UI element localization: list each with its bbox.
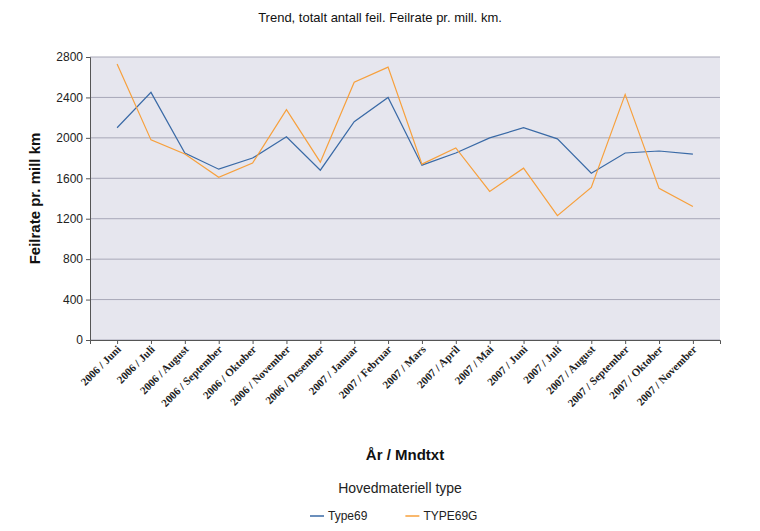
- x-tick-label: 2006 / Desember: [263, 343, 326, 406]
- y-tick-label: 400: [63, 293, 83, 307]
- y-tick-mark: [86, 57, 90, 58]
- y-tick: 400: [63, 293, 90, 307]
- y-tick: 800: [63, 252, 90, 266]
- x-tick-mark: [422, 340, 423, 344]
- y-tick-mark: [86, 138, 90, 139]
- x-tick-mark: [659, 340, 660, 344]
- x-axis-line: [91, 341, 721, 345]
- x-tick: 2007 / November: [634, 340, 699, 408]
- series-line: [117, 64, 693, 216]
- x-tick: 2006 / Desember: [263, 340, 326, 406]
- y-tick-mark: [86, 340, 90, 341]
- y-tick-mark: [86, 219, 90, 220]
- x-tick: 2006 / November: [228, 340, 293, 408]
- y-tick-mark: [86, 178, 90, 179]
- x-tick-label: 2006 / Juni: [78, 343, 123, 388]
- legend-label: TYPE69G: [423, 509, 477, 523]
- legend-swatch: [405, 515, 419, 517]
- x-tick: 2007 / September: [565, 340, 631, 409]
- x-tick-label: 2007 / September: [565, 343, 631, 409]
- x-tick: 2006 / September: [159, 340, 225, 409]
- x-tick: 2007 / April: [414, 340, 461, 390]
- x-tick-mark: [320, 340, 321, 344]
- x-tick-mark: [456, 340, 457, 344]
- x-tick-mark: [185, 340, 186, 344]
- legend-item: Type69: [310, 509, 368, 523]
- x-tick-mark: [117, 340, 118, 344]
- y-tick-mark: [86, 259, 90, 260]
- grid-line: [90, 57, 720, 58]
- x-tick-mark: [253, 340, 254, 344]
- x-tick-mark: [693, 340, 694, 344]
- x-tick-label: 2006 / September: [159, 343, 225, 409]
- grid-line: [90, 259, 720, 260]
- x-tick-mark: [151, 340, 152, 344]
- y-tick-label: 800: [63, 252, 83, 266]
- x-tick-mark: [591, 340, 592, 344]
- y-tick: 1200: [56, 212, 90, 226]
- x-tick-label: 2006 / November: [228, 343, 293, 408]
- x-axis: 2006 / Juni2006 / Juli2006 / August2006 …: [78, 340, 720, 409]
- y-tick-label: 0: [76, 333, 83, 347]
- x-tick-label: 2007 / Juni: [485, 343, 530, 388]
- legend: Type69 TYPE69G: [310, 509, 477, 523]
- legend-title: Hovedmateriell type: [338, 480, 462, 496]
- x-tick-mark: [557, 340, 558, 344]
- y-tick-label: 2400: [56, 91, 83, 105]
- x-tick-mark: [219, 340, 220, 344]
- grid-line: [90, 299, 720, 300]
- x-tick-mark: [625, 340, 626, 344]
- y-axis-title: Feilrate pr. mill km: [26, 133, 43, 265]
- x-tick: 2007 / Juni: [485, 340, 530, 388]
- y-tick: 2400: [56, 91, 90, 105]
- legend-label: Type69: [328, 509, 368, 523]
- y-tick-label: 1600: [56, 172, 83, 186]
- chart-title: Trend, totalt antall feil. Feilrate pr. …: [258, 10, 502, 25]
- legend-item: TYPE69G: [405, 509, 477, 523]
- y-tick: 2800: [56, 50, 90, 64]
- x-tick: 2007 / Februar: [336, 340, 394, 401]
- grid-line: [90, 137, 720, 138]
- y-axis-line: [86, 58, 91, 341]
- x-tick-mark: [388, 340, 389, 344]
- grid-line: [90, 218, 720, 219]
- x-tick: 2006 / Juni: [78, 340, 123, 388]
- x-tick-label: 2007 / Februar: [336, 343, 394, 401]
- chart-container: Trend, totalt antall feil. Feilrate pr. …: [0, 0, 760, 531]
- x-tick-mark: [490, 340, 491, 344]
- series-line: [117, 92, 693, 173]
- y-tick-label: 1200: [56, 212, 83, 226]
- x-axis-title: År / Mndtxt: [366, 446, 444, 463]
- y-tick-label: 2000: [56, 131, 83, 145]
- x-tick-label: 2007 / November: [634, 343, 699, 408]
- grid: [90, 57, 720, 340]
- x-tick-mark: [354, 340, 355, 344]
- lines: [117, 64, 693, 216]
- y-tick: 2000: [56, 131, 90, 145]
- x-tick-mark: [286, 340, 287, 344]
- x-tick-label: 2007 / April: [414, 343, 461, 390]
- y-tick-mark: [86, 300, 90, 301]
- y-axis: 0 400 800 1200 1600 2000 2400 2800: [56, 50, 90, 347]
- y-tick-label: 2800: [56, 50, 83, 64]
- y-tick: 0: [76, 333, 90, 347]
- plot-background: [90, 57, 720, 340]
- chart-svg: Trend, totalt antall feil. Feilrate pr. …: [0, 0, 760, 531]
- grid-line: [90, 178, 720, 179]
- y-tick-mark: [86, 97, 90, 98]
- legend-swatch: [310, 515, 324, 517]
- x-tick-mark: [524, 340, 525, 344]
- y-tick: 1600: [56, 172, 90, 186]
